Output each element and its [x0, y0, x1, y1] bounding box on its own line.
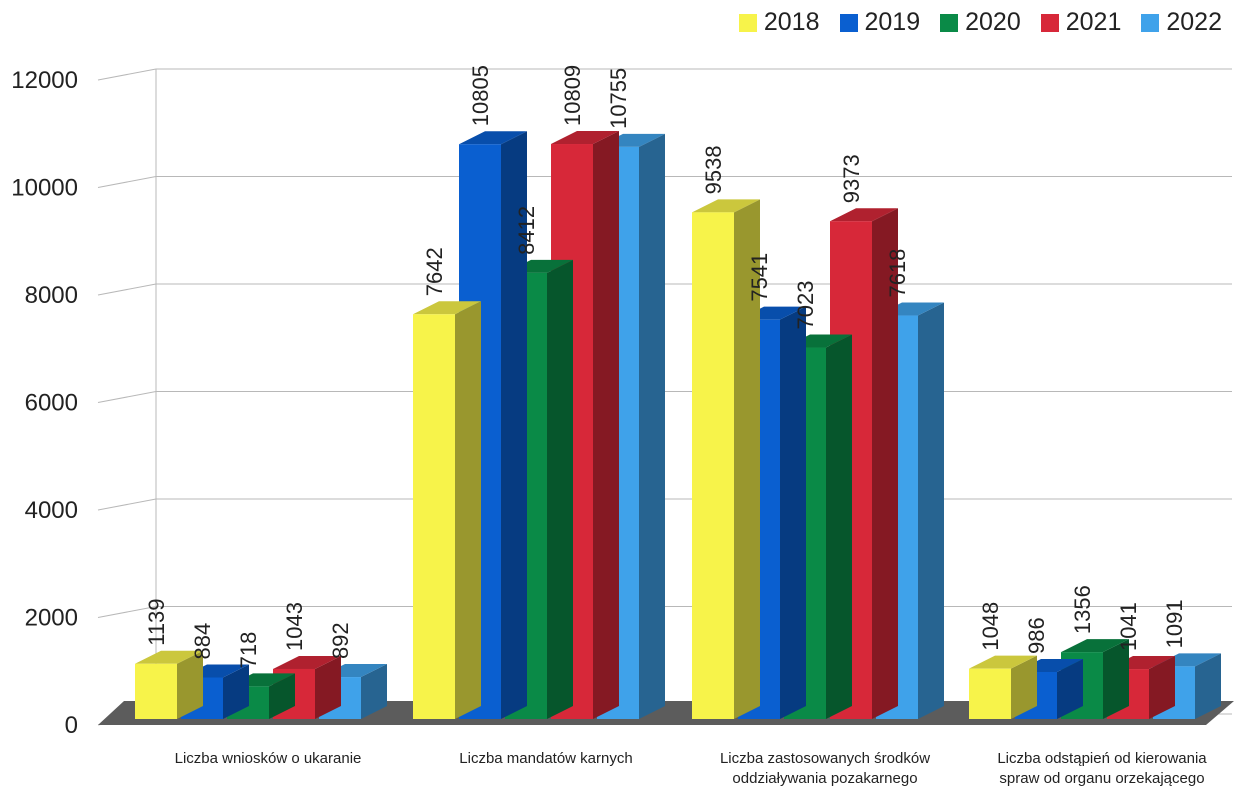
bar-side [1149, 656, 1175, 719]
gridline-side [97, 68, 157, 81]
data-label: 718 [236, 632, 261, 669]
bar-side [177, 650, 203, 719]
bar-side [826, 334, 852, 719]
legend-item-2020: 2020 [940, 8, 1021, 37]
category-label: Liczba wniosków o ukaranie [175, 750, 362, 767]
gridline-side [97, 391, 157, 403]
bar-side [1011, 655, 1037, 719]
gridline-side [97, 606, 157, 618]
category-label: spraw od organu orzekającego [999, 770, 1204, 787]
bar-top [969, 655, 1037, 669]
legend-item-2019: 2019 [839, 8, 921, 37]
data-label: 1356 [1070, 585, 1095, 634]
legend-label: 2022 [1166, 8, 1222, 36]
data-label: 10755 [606, 68, 631, 129]
bar-side [455, 301, 481, 719]
data-label: 1091 [1162, 599, 1187, 648]
data-label: 7642 [422, 247, 447, 296]
legend-item-2021: 2021 [1040, 8, 1122, 37]
bar-front [692, 212, 734, 719]
y-tick-label: 0 [65, 712, 78, 739]
data-label: 7023 [793, 281, 818, 330]
data-label: 892 [328, 622, 353, 659]
data-label: 1048 [978, 602, 1003, 651]
bar-side [269, 673, 295, 719]
bar-side [918, 302, 944, 719]
data-label: 10805 [468, 65, 493, 126]
legend-label: 2018 [763, 8, 820, 36]
y-tick-label: 2000 [25, 605, 78, 632]
bar-side [547, 259, 573, 719]
legend-swatch [940, 13, 959, 32]
category-label: Liczba odstąpień od kierowania [997, 750, 1207, 767]
category-label: oddziaływania pozakarnego [732, 770, 917, 787]
bar-top [830, 208, 898, 222]
bar-side [501, 131, 527, 719]
legend-label: 2020 [965, 8, 1021, 36]
data-label: 8412 [514, 206, 539, 255]
legend-item-2022: 2022 [1141, 8, 1222, 37]
y-tick-label: 8000 [25, 282, 78, 309]
data-label: 10809 [560, 65, 585, 126]
bar-side [1103, 639, 1129, 719]
bar-side [223, 664, 249, 719]
bar-2018-cat0 [135, 650, 203, 719]
legend-swatch [1141, 13, 1160, 32]
bar-front [413, 314, 455, 719]
bar-top [273, 655, 341, 669]
category-label: Liczba zastosowanych środków [720, 750, 930, 767]
data-label: 7618 [885, 249, 910, 298]
legend-label: 2021 [1065, 8, 1122, 36]
y-tick-label: 10000 [11, 175, 78, 202]
bar-top [551, 131, 619, 145]
gridline-side [97, 498, 157, 511]
data-label: 9373 [839, 154, 864, 203]
bar-2018-cat3 [969, 655, 1037, 719]
gridline-side [97, 283, 157, 296]
y-tick-label: 6000 [25, 390, 78, 417]
legend-swatch [738, 13, 757, 32]
bar-side [315, 655, 341, 719]
bar-side [593, 131, 619, 720]
bar-top [413, 301, 481, 315]
bar-top [1061, 639, 1129, 653]
bar-side [780, 306, 806, 719]
bar-2018-cat2 [692, 199, 760, 719]
legend-swatch [1040, 13, 1059, 32]
bar-top [459, 131, 527, 145]
bar-top [692, 199, 760, 213]
data-label: 1041 [1116, 602, 1141, 651]
y-tick-label: 4000 [25, 497, 78, 524]
data-label: 1043 [282, 602, 307, 651]
data-label: 884 [190, 623, 215, 660]
y-tick-label: 12000 [11, 67, 78, 94]
bar-side [1195, 653, 1221, 719]
legend: 2018 2019 2020 2021 2022 [738, 8, 1222, 37]
bar-top [135, 650, 203, 664]
bar-side [639, 133, 665, 719]
legend-swatch [839, 13, 858, 32]
bar-side [361, 664, 387, 719]
bar-side [872, 208, 898, 720]
bar-front [135, 663, 177, 719]
bar-side [1057, 659, 1083, 719]
category-label: Liczba mandatów karnych [459, 750, 632, 767]
data-label: 986 [1024, 617, 1049, 654]
data-label: 7541 [747, 253, 772, 302]
gridline-side [97, 176, 157, 188]
bar-front [969, 668, 1011, 719]
bar-2018-cat1 [413, 301, 481, 719]
data-label: 9538 [701, 145, 726, 194]
data-label: 1139 [144, 598, 169, 645]
bar-side [734, 199, 760, 719]
legend-label: 2019 [864, 8, 921, 36]
legend-item-2018: 2018 [738, 8, 820, 37]
